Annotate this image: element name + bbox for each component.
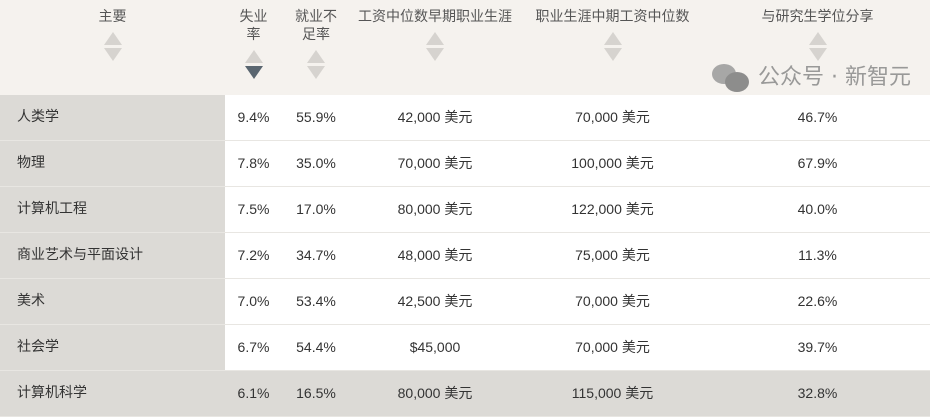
column-header-label: 主要 (98, 9, 127, 25)
column-header-label: 工资中位数早期职业生涯 (358, 9, 512, 25)
watermark-text: 公众号 · 新智元 (758, 65, 911, 90)
table-cell: 70,000 美元 (575, 339, 650, 355)
sort-ascending-icon[interactable] (244, 50, 263, 63)
table-cell: 46.7% (797, 109, 838, 125)
sort-descending-icon[interactable] (603, 48, 622, 61)
table-cell: 7.2% (237, 247, 270, 263)
table-cell: 39.7% (797, 339, 838, 355)
column-header[interactable]: 职业生涯中期工资中位数 (520, 8, 705, 61)
column-header-label: 就业不足率 (295, 9, 337, 43)
sort-ascending-icon[interactable] (307, 50, 325, 63)
column-header[interactable]: 就业不足率 (282, 8, 350, 79)
table-cell: 6.1% (237, 385, 270, 401)
table-cell: 6.7% (237, 339, 270, 355)
sort-descending-icon[interactable] (244, 66, 263, 79)
table-cell: 42,000 美元 (397, 109, 473, 125)
table-cell: 70,000 美元 (575, 109, 650, 125)
major-cell: 商业艺术与平面设计 (0, 233, 225, 278)
sort-descending-icon[interactable] (307, 66, 325, 79)
column-header[interactable]: 主要 (0, 8, 225, 61)
sort-ascending-icon[interactable] (103, 32, 122, 45)
table-cell: 80,000 美元 (397, 385, 473, 401)
sort-descending-icon[interactable] (103, 48, 122, 61)
table-header: 主要 失业率 就业不足率 工资中位数早期职业生涯 职业生涯中期工资中位数 与研究生学位分享 (0, 0, 930, 96)
table-cell: 48,000 美元 (397, 247, 473, 263)
table-cell: 22.6% (797, 293, 838, 309)
column-header-label: 与研究生学位分享 (761, 9, 874, 25)
table-cell: 55.9% (296, 109, 336, 125)
table-row: 人类学 9.4% 55.9% 42,000 美元 70,000 美元 46.7% (0, 95, 930, 141)
table-cell: 54.4% (296, 339, 336, 355)
sort-ascending-icon[interactable] (808, 32, 827, 45)
table-row: 物理 7.8% 35.0% 70,000 美元 100,000 美元 67.9% (0, 141, 930, 187)
table-cell: 34.7% (296, 247, 336, 263)
table-cell: 35.0% (296, 155, 336, 171)
table-cell: 70,000 美元 (397, 155, 473, 171)
sort-ascending-icon[interactable] (603, 32, 622, 45)
table-cell: 7.0% (237, 293, 270, 309)
table-cell: 40.0% (797, 201, 838, 217)
major-cell: 计算机科学 (0, 371, 225, 416)
table-cell: 75,000 美元 (575, 247, 650, 263)
table-row: 计算机工程 7.5% 17.0% 80,000 美元 122,000 美元 40.0% (0, 187, 930, 233)
table-row: 美术 7.0% 53.4% 42,500 美元 70,000 美元 22.6% (0, 279, 930, 325)
table-cell: 7.8% (237, 155, 270, 171)
table-row: 社会学 6.7% 54.4% $45,000 70,000 美元 39.7% (0, 325, 930, 371)
table-cell: 7.5% (237, 201, 270, 217)
table-cell: 11.3% (798, 247, 837, 263)
column-header[interactable]: 失业率 (225, 8, 282, 79)
major-cell: 社会学 (0, 325, 225, 370)
table-cell: $45,000 (409, 339, 461, 355)
table-cell: 115,000 美元 (571, 385, 654, 401)
table-cell: 100,000 美元 (571, 155, 654, 171)
major-cell: 人类学 (0, 95, 225, 140)
table-cell: 53.4% (296, 293, 336, 309)
wechat-icon (712, 64, 750, 92)
sort-descending-icon[interactable] (426, 48, 444, 61)
column-header-label: 失业率 (239, 9, 268, 43)
table-cell: 32.8% (797, 385, 838, 401)
table-cell: 17.0% (296, 201, 336, 217)
column-header[interactable]: 与研究生学位分享 (705, 8, 930, 61)
sort-ascending-icon[interactable] (426, 32, 444, 45)
major-cell: 美术 (0, 279, 225, 324)
table-cell: 80,000 美元 (397, 201, 473, 217)
sort-descending-icon[interactable] (808, 48, 827, 61)
table-row: 计算机科学 6.1% 16.5% 80,000 美元 115,000 美元 32.8% (0, 371, 930, 417)
table-cell: 122,000 美元 (571, 201, 654, 217)
major-cell: 计算机工程 (0, 187, 225, 232)
table-cell: 9.4% (237, 109, 270, 125)
major-cell: 物理 (0, 141, 225, 186)
table-row: 商业艺术与平面设计 7.2% 34.7% 48,000 美元 75,000 美元 11.3… (0, 233, 930, 279)
table-cell: 70,000 美元 (575, 293, 650, 309)
column-header-label: 职业生涯中期工资中位数 (535, 9, 690, 25)
table-cell: 42,500 美元 (397, 293, 473, 309)
column-header[interactable]: 工资中位数早期职业生涯 (350, 8, 520, 61)
watermark: 公众号 · 新智元 (712, 64, 911, 92)
table-cell: 16.5% (296, 385, 336, 401)
table-cell: 67.9% (797, 155, 838, 171)
